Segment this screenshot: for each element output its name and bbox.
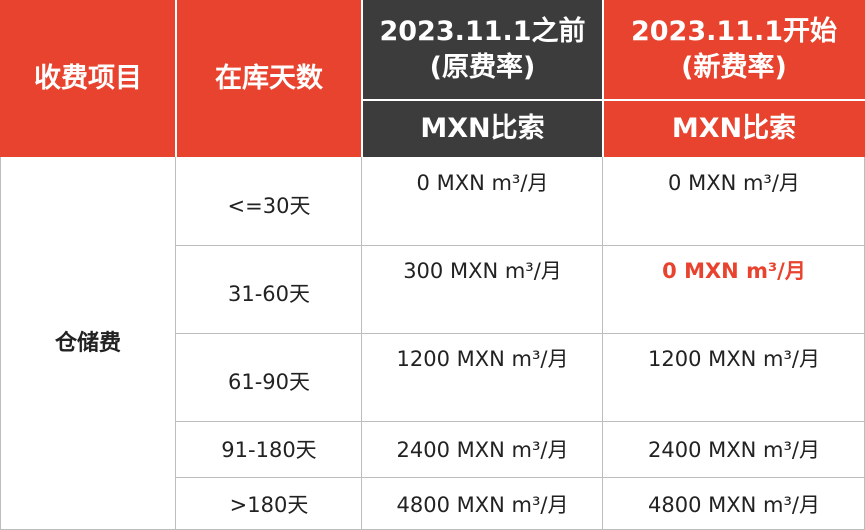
row-new-rate-value: 4800 MXN m³/月 xyxy=(648,492,820,517)
header-old-rate-date: 2023.11.1之前 xyxy=(379,16,586,47)
row-days-label: <=30天 xyxy=(227,194,311,218)
header-new-rate-unit: MXN比索 xyxy=(603,100,865,157)
table-row-old-rate: 2400 MXN m³/月 xyxy=(362,421,603,477)
row-days-label: >180天 xyxy=(229,492,309,517)
table-row-days: <=30天 xyxy=(176,157,362,245)
table-row-new-rate: 0 MXN m³/月 xyxy=(603,157,865,245)
grid-line xyxy=(602,157,603,530)
header-new-rate-date: 2023.11.1开始 xyxy=(630,16,838,47)
table-row-new-rate: 2400 MXN m³/月 xyxy=(603,421,865,477)
row-old-rate-value: 300 MXN m³/月 xyxy=(403,259,562,283)
row-days-label: 61-90天 xyxy=(227,370,311,394)
row-days-label: 91-180天 xyxy=(221,438,317,462)
table-row-days: 61-90天 xyxy=(176,333,362,421)
grid-line xyxy=(176,477,865,478)
grid-line xyxy=(0,157,1,530)
table-row-new-rate: 0 MXN m³/月 xyxy=(603,245,865,333)
header-divider xyxy=(175,0,177,157)
header-new-rate: 2023.11.1开始 (新费率) xyxy=(603,0,865,100)
header-old-rate-unit-label: MXN比索 xyxy=(420,112,545,144)
header-old-rate: 2023.11.1之前 (原费率) xyxy=(362,0,603,100)
row-old-rate-value: 1200 MXN m³/月 xyxy=(396,347,569,371)
table-row-days: 31-60天 xyxy=(176,245,362,333)
grid-line xyxy=(176,421,865,422)
table-row-old-rate: 0 MXN m³/月 xyxy=(362,157,603,245)
table-row-old-rate: 4800 MXN m³/月 xyxy=(362,477,603,530)
fee-item-name: 仓储费 xyxy=(54,331,121,356)
row-new-rate-value: 0 MXN m³/月 xyxy=(668,171,800,195)
header-divider xyxy=(361,0,363,157)
grid-line xyxy=(176,333,865,334)
grid-line xyxy=(175,157,176,530)
table-row-old-rate: 1200 MXN m³/月 xyxy=(362,333,603,421)
table-row-new-rate: 1200 MXN m³/月 xyxy=(603,333,865,421)
header-old-rate-unit: MXN比索 xyxy=(362,100,603,157)
header-new-rate-unit-label: MXN比索 xyxy=(671,112,797,144)
header-days-label: 在库天数 xyxy=(215,62,323,94)
header-fee-item: 收费项目 xyxy=(0,0,176,157)
grid-line xyxy=(176,245,865,246)
row-new-rate-value: 2400 MXN m³/月 xyxy=(648,438,820,462)
header-new-rate-label: (新费率) xyxy=(681,52,787,83)
header-divider xyxy=(602,0,604,157)
header-divider xyxy=(362,99,865,101)
grid-line xyxy=(361,157,362,530)
table-row-days: >180天 xyxy=(176,477,362,530)
header-fee-item-label: 收费项目 xyxy=(34,62,142,94)
row-new-rate-value-highlight: 0 MXN m³/月 xyxy=(662,259,806,283)
fee-item-storage: 仓储费 xyxy=(0,157,176,530)
row-new-rate-value: 1200 MXN m³/月 xyxy=(648,347,820,371)
row-days-label: 31-60天 xyxy=(227,282,311,306)
table-row-days: 91-180天 xyxy=(176,421,362,477)
table-row-old-rate: 300 MXN m³/月 xyxy=(362,245,603,333)
header-old-rate-label: (原费率) xyxy=(429,52,536,83)
row-old-rate-value: 0 MXN m³/月 xyxy=(416,171,549,195)
row-old-rate-value: 4800 MXN m³/月 xyxy=(396,492,569,517)
table-row-new-rate: 4800 MXN m³/月 xyxy=(603,477,865,530)
header-days-in-stock: 在库天数 xyxy=(176,0,362,157)
row-old-rate-value: 2400 MXN m³/月 xyxy=(396,438,569,462)
